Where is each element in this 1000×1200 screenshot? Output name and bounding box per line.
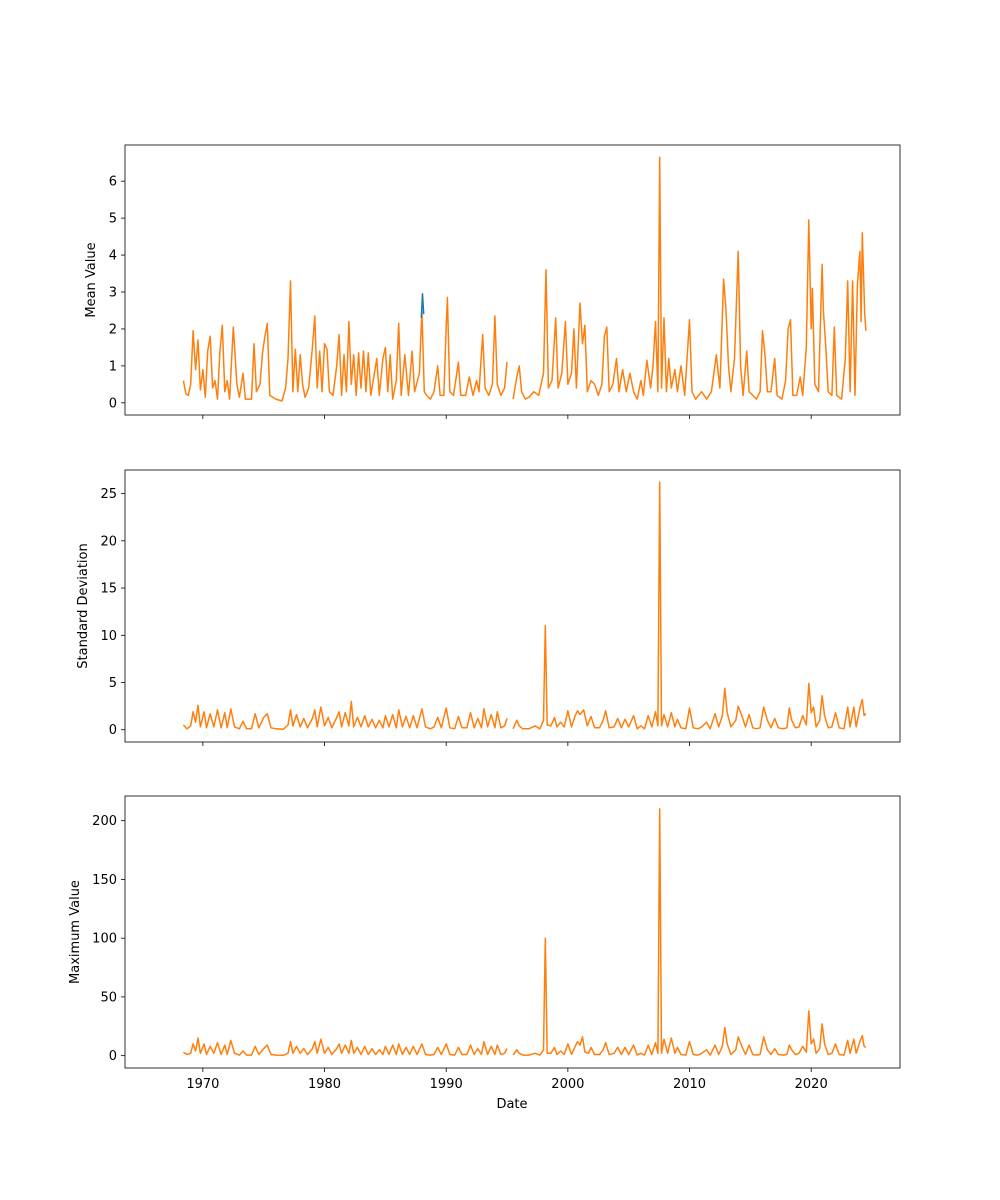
y-tick-label: 5 [109, 212, 117, 227]
series-line [182, 700, 508, 731]
y-tick-label: 3 [109, 286, 117, 301]
y-tick-label: 0 [109, 1049, 117, 1064]
y-tick-label: 6 [109, 175, 117, 190]
series-line [182, 1037, 508, 1057]
x-tick-label: 1980 [308, 1077, 341, 1092]
y-tick-label: 50 [100, 990, 117, 1005]
x-tick-label: 2020 [795, 1077, 828, 1092]
y-tick-label: 2 [109, 322, 117, 337]
y-tick-label: 100 [92, 932, 117, 947]
series-line [420, 293, 425, 318]
series-line [182, 280, 508, 402]
x-axis-label: Date [496, 1097, 527, 1112]
y-tick-label: 1 [109, 359, 117, 374]
y-tick-label: 20 [100, 534, 117, 549]
x-tick-label: 1970 [186, 1077, 219, 1092]
axes-frame [124, 795, 901, 1069]
y-tick-label: 150 [92, 873, 117, 888]
subplots: 0 1 2 3 4 5 6 Mean Value 0 5 10 15 20 25 Standard Devi… [68, 144, 901, 1092]
x-tick-label: 1990 [430, 1077, 463, 1092]
y-tick-label: 10 [100, 629, 117, 644]
subplot-3: 0 50 100 150 200 1970 1980 1990 2000 2010 2020 Maxi… [68, 795, 901, 1092]
y-tick-label: 4 [109, 249, 117, 264]
subplot-2: 0 5 10 15 20 25 Standard Deviation [76, 469, 901, 746]
y-axis-label: Mean Value [84, 242, 99, 317]
x-tick-label: 2010 [673, 1077, 706, 1092]
y-tick-label: 25 [100, 487, 117, 502]
series-line [512, 481, 867, 730]
y-tick-label: 0 [109, 396, 117, 411]
y-tick-label: 5 [109, 676, 117, 691]
series-line [512, 808, 867, 1056]
y-axis-label: Maximum Value [68, 880, 83, 984]
series-line [512, 156, 867, 400]
axes-frame [124, 144, 901, 416]
subplot-1: 0 1 2 3 4 5 6 Mean Value [84, 144, 901, 419]
y-axis-label: Standard Deviation [76, 543, 91, 668]
y-tick-label: 0 [109, 723, 117, 738]
y-tick-label: 200 [92, 814, 117, 829]
axes-frame [124, 469, 901, 743]
y-tick-label: 15 [100, 582, 117, 597]
x-tick-label: 2000 [551, 1077, 584, 1092]
